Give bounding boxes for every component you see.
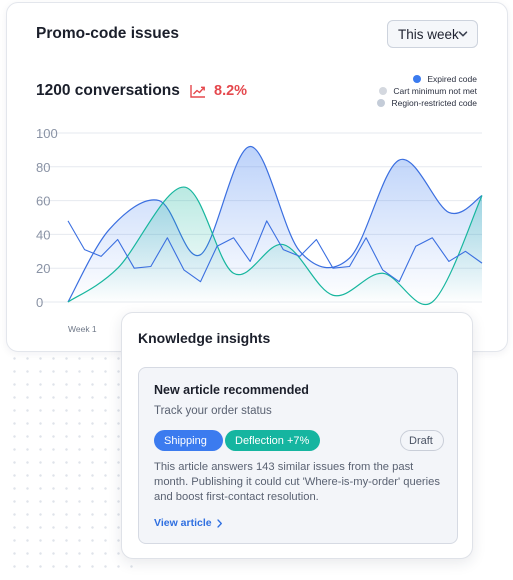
view-article-label: View article <box>154 517 212 529</box>
y-tick-label: 0 <box>36 295 43 310</box>
y-tick-label: 40 <box>36 227 50 242</box>
y-tick-label: 80 <box>36 160 50 175</box>
view-article-link[interactable]: View article <box>154 517 223 529</box>
recommendation-subtitle: Track your order status <box>154 405 272 417</box>
insights-title: Knowledge insights <box>138 330 271 346</box>
draft-status-badge: Draft <box>400 430 444 451</box>
chart-legend: Expired code Cart minimum not met Region… <box>377 73 477 109</box>
legend-dot-cart-minimum <box>379 87 388 95</box>
series-line-0 <box>67 145 483 303</box>
chevron-down-icon <box>458 31 468 37</box>
line-chart: 0 20 40 60 80 100 Week 1 <box>36 126 483 334</box>
y-tick-label: 100 <box>36 126 58 141</box>
legend-label: Region-restricted code <box>391 98 477 108</box>
legend-label: Expired code <box>427 74 477 84</box>
y-tick-label: 20 <box>36 261 50 276</box>
legend-item-cart-minimum[interactable]: Cart minimum not met <box>377 85 477 97</box>
promo-code-issues-card: Promo-code issues This week 1200 convers… <box>6 2 508 352</box>
series-line-1 <box>67 186 483 305</box>
series-line-2 <box>67 220 483 283</box>
legend-item-region-restricted[interactable]: Region-restricted code <box>377 97 477 109</box>
recommendation-title: New article recommended <box>154 383 309 397</box>
chevron-right-icon <box>216 518 222 528</box>
shipping-tag[interactable]: Shipping <box>154 430 223 451</box>
legend-label: Cart minimum not met <box>393 86 477 96</box>
card-title: Promo-code issues <box>36 25 179 42</box>
deflection-tag[interactable]: Deflection +7% <box>225 430 320 451</box>
trend-up-icon <box>190 85 205 98</box>
x-tick-label: Week 1 <box>68 324 97 334</box>
period-dropdown-value: This week <box>398 26 459 42</box>
period-dropdown[interactable]: This week <box>387 20 478 48</box>
trend-indicator: 8.2% <box>190 83 247 99</box>
recommendation-description: This article answers 143 similar issues … <box>154 461 440 503</box>
dot-pattern-decoration <box>8 352 136 574</box>
knowledge-insights-panel: Knowledge insights New article recommend… <box>121 312 473 559</box>
trend-change-value: 8.2% <box>214 83 248 99</box>
legend-dot-expired-code <box>413 75 422 83</box>
legend-item-expired-code[interactable]: Expired code <box>377 73 477 85</box>
recommendation-card[interactable]: New article recommended Track your order… <box>138 367 458 544</box>
legend-dot-region-restricted <box>377 99 386 107</box>
y-tick-label: 60 <box>36 194 50 209</box>
conversation-count: 1200 conversations <box>36 82 180 99</box>
series-area-1 <box>68 187 482 305</box>
